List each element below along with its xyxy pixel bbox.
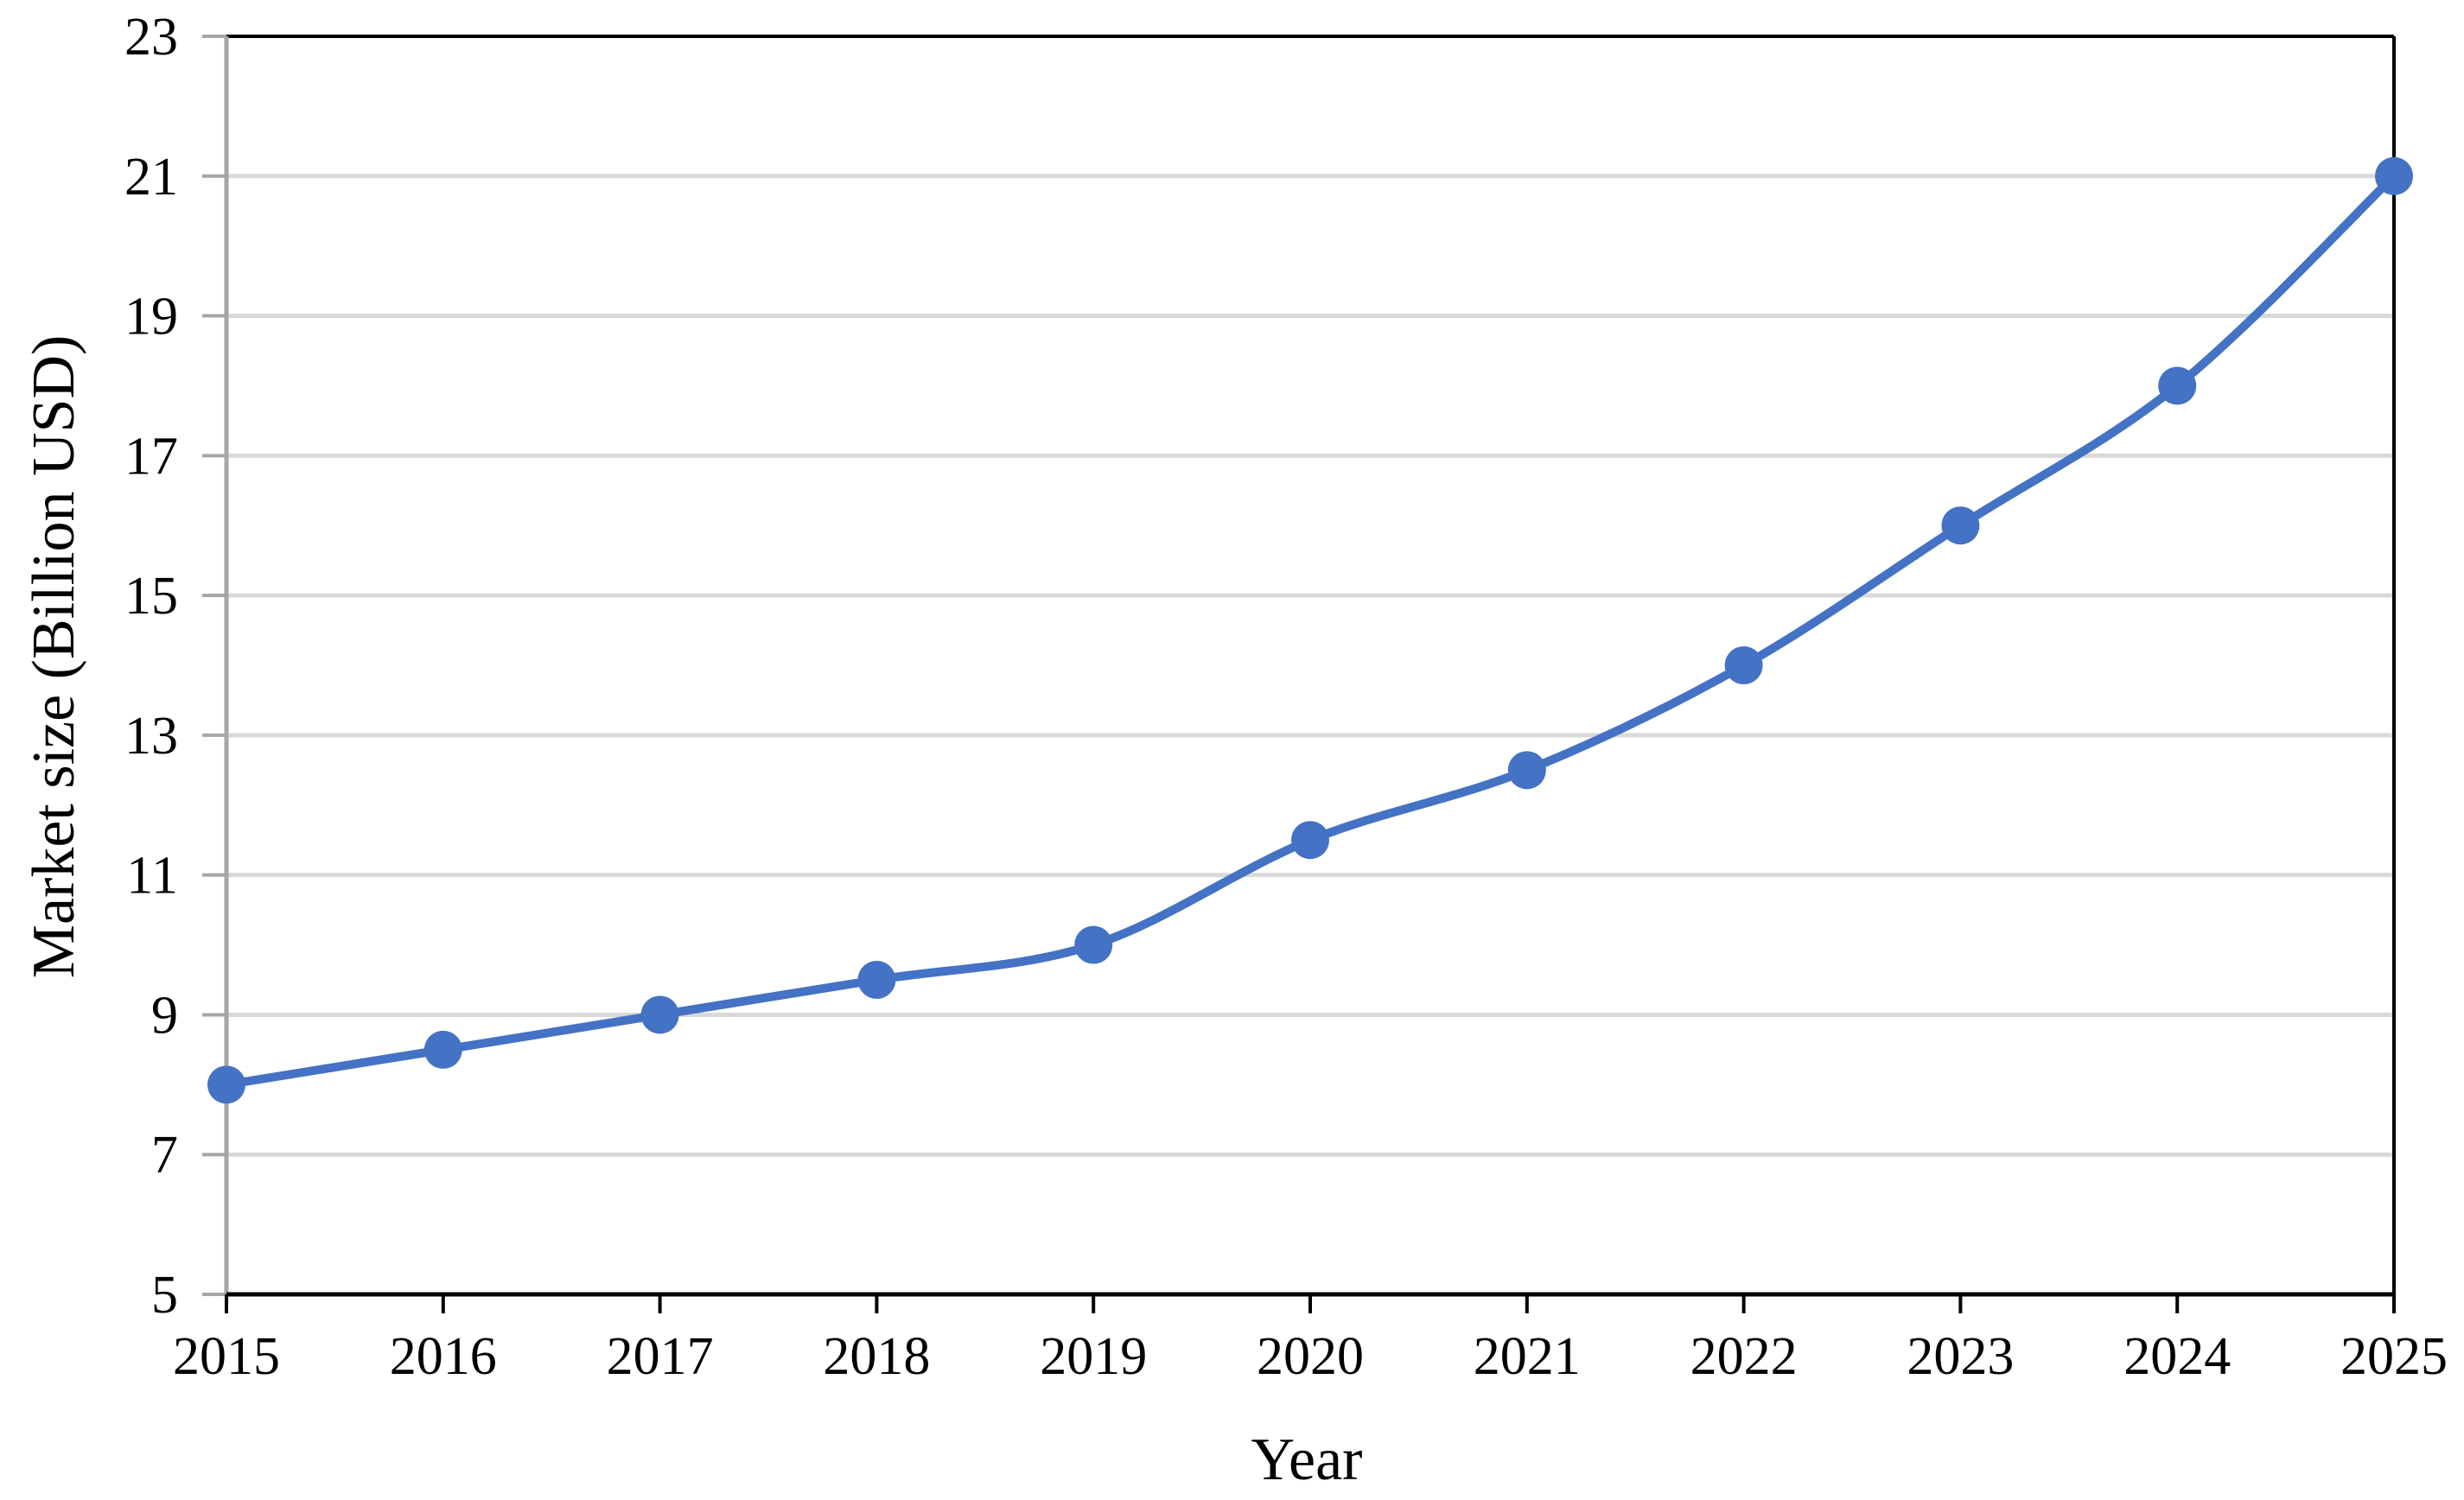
- y-tick-label-17: 17: [124, 427, 178, 486]
- data-point-2017: [640, 995, 679, 1034]
- x-tick-label-2019: 2019: [1040, 1327, 1147, 1386]
- y-tick-label-13: 13: [124, 707, 178, 766]
- x-axis-title: Year: [1251, 1427, 1363, 1493]
- y-axis-title: Market size (Billion USD): [21, 335, 87, 979]
- x-tick-label-2023: 2023: [1907, 1327, 2014, 1386]
- series-line-0: [222, 171, 2398, 1090]
- x-tick-label-2020: 2020: [1257, 1327, 1364, 1386]
- data-point-2019: [1074, 925, 1113, 964]
- data-point-2024: [2158, 366, 2197, 405]
- y-tick-label-21: 21: [124, 148, 178, 207]
- x-tick-label-2022: 2022: [1690, 1327, 1798, 1386]
- y-tick-label-15: 15: [124, 567, 178, 626]
- x-tick-label-2017: 2017: [607, 1327, 714, 1386]
- data-point-2016: [423, 1030, 462, 1069]
- x-tick-labels: 2015 2016 2017 2018 2019 2020 2021 2022 2023 2024…: [173, 1327, 2448, 1386]
- y-tick-label-23: 23: [124, 8, 178, 67]
- data-point-2025: [2375, 156, 2413, 195]
- data-points: [207, 156, 2413, 1104]
- data-point-2018: [857, 961, 896, 999]
- data-point-2015: [207, 1065, 245, 1104]
- series-line-layer: [222, 171, 2398, 1090]
- data-point-2023: [1941, 506, 1980, 545]
- y-tick-label-5: 5: [151, 1266, 178, 1325]
- x-tick-label-2021: 2021: [1474, 1327, 1581, 1386]
- data-point-2020: [1291, 821, 1329, 860]
- x-tick-label-2025: 2025: [2340, 1327, 2448, 1386]
- data-point-2022: [1724, 646, 1763, 684]
- y-tick-label-9: 9: [151, 986, 178, 1045]
- y-tick-label-7: 7: [151, 1126, 178, 1185]
- y-tick-label-11: 11: [126, 847, 178, 906]
- y-tick-label-19: 19: [124, 288, 178, 346]
- x-tick-label-2018: 2018: [823, 1327, 930, 1386]
- axes: [202, 35, 2396, 1313]
- x-tick-label-2016: 2016: [390, 1327, 497, 1386]
- grid-lines: [226, 174, 2394, 1157]
- data-point-2021: [1507, 751, 1546, 790]
- y-tick-labels: 5 7 9 11 13 15 17 19 21 23: [124, 8, 178, 1325]
- x-tick-label-2024: 2024: [2123, 1327, 2231, 1386]
- x-tick-label-2015: 2015: [173, 1327, 280, 1386]
